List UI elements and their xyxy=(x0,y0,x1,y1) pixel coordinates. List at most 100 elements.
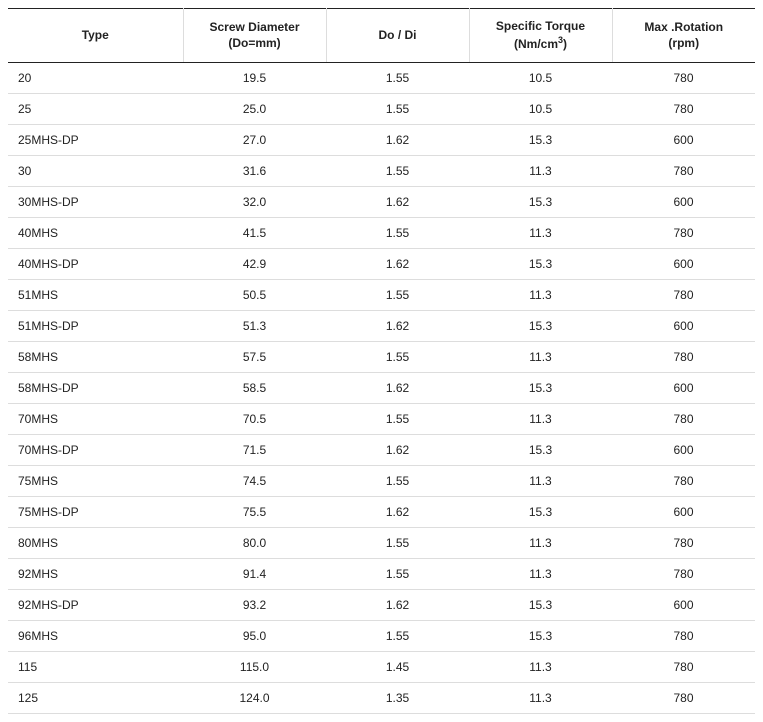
table-row: 58MHS57.51.5511.3780 xyxy=(8,342,755,373)
cell-diameter: 57.5 xyxy=(183,342,326,373)
cell-diameter: 80.0 xyxy=(183,528,326,559)
cell-ratio: 1.62 xyxy=(326,249,469,280)
cell-torque: 15.3 xyxy=(469,590,612,621)
cell-ratio: 1.55 xyxy=(326,466,469,497)
cell-ratio: 1.62 xyxy=(326,590,469,621)
table-row: 70MHS-DP71.51.6215.3600 xyxy=(8,435,755,466)
cell-torque: 11.3 xyxy=(469,156,612,187)
cell-torque: 15.3 xyxy=(469,249,612,280)
cell-type: 92MHS-DP xyxy=(8,590,183,621)
cell-type: 40MHS-DP xyxy=(8,249,183,280)
cell-ratio: 1.55 xyxy=(326,156,469,187)
table-row: 3031.61.5511.3780 xyxy=(8,156,755,187)
cell-rpm: 780 xyxy=(612,94,755,125)
cell-torque: 11.3 xyxy=(469,218,612,249)
cell-torque: 15.3 xyxy=(469,125,612,156)
cell-rpm: 600 xyxy=(612,373,755,404)
cell-diameter: 51.3 xyxy=(183,311,326,342)
cell-ratio: 1.35 xyxy=(326,683,469,714)
cell-rpm: 600 xyxy=(612,590,755,621)
cell-type: 58MHS xyxy=(8,342,183,373)
cell-rpm: 780 xyxy=(612,342,755,373)
cell-ratio: 1.55 xyxy=(326,559,469,590)
cell-diameter: 71.5 xyxy=(183,435,326,466)
cell-torque: 15.3 xyxy=(469,373,612,404)
cell-type: 92MHS xyxy=(8,559,183,590)
cell-rpm: 780 xyxy=(612,63,755,94)
cell-type: 20 xyxy=(8,63,183,94)
col-header-diameter: Screw Diameter(Do=mm) xyxy=(183,9,326,63)
cell-torque: 15.3 xyxy=(469,187,612,218)
cell-torque: 11.3 xyxy=(469,404,612,435)
table-row: 30MHS-DP32.01.6215.3600 xyxy=(8,187,755,218)
table-row: 25MHS-DP27.01.6215.3600 xyxy=(8,125,755,156)
cell-rpm: 780 xyxy=(612,218,755,249)
cell-type: 125 xyxy=(8,683,183,714)
cell-rpm: 600 xyxy=(612,311,755,342)
cell-torque: 11.3 xyxy=(469,559,612,590)
cell-rpm: 600 xyxy=(612,187,755,218)
cell-type: 58MHS-DP xyxy=(8,373,183,404)
table-row: 70MHS70.51.5511.3780 xyxy=(8,404,755,435)
cell-diameter: 115.0 xyxy=(183,652,326,683)
cell-diameter: 50.5 xyxy=(183,280,326,311)
cell-diameter: 58.5 xyxy=(183,373,326,404)
cell-ratio: 1.55 xyxy=(326,94,469,125)
table-row: 58MHS-DP58.51.6215.3600 xyxy=(8,373,755,404)
col-header-rpm: Max .Rotation(rpm) xyxy=(612,9,755,63)
cell-diameter: 93.2 xyxy=(183,590,326,621)
cell-rpm: 780 xyxy=(612,156,755,187)
cell-torque: 10.5 xyxy=(469,94,612,125)
cell-ratio: 1.55 xyxy=(326,342,469,373)
cell-torque: 15.3 xyxy=(469,311,612,342)
cell-ratio: 1.55 xyxy=(326,63,469,94)
cell-type: 30MHS-DP xyxy=(8,187,183,218)
cell-diameter: 75.5 xyxy=(183,497,326,528)
cell-rpm: 780 xyxy=(612,683,755,714)
cell-diameter: 95.0 xyxy=(183,621,326,652)
cell-diameter: 42.9 xyxy=(183,249,326,280)
table-row: 80MHS80.01.5511.3780 xyxy=(8,528,755,559)
cell-torque: 11.3 xyxy=(469,466,612,497)
cell-rpm: 780 xyxy=(612,621,755,652)
cell-type: 51MHS-DP xyxy=(8,311,183,342)
cell-ratio: 1.55 xyxy=(326,404,469,435)
table-row: 115115.01.4511.3780 xyxy=(8,652,755,683)
cell-type: 25MHS-DP xyxy=(8,125,183,156)
cell-diameter: 41.5 xyxy=(183,218,326,249)
cell-type: 51MHS xyxy=(8,280,183,311)
cell-diameter: 70.5 xyxy=(183,404,326,435)
cell-type: 30 xyxy=(8,156,183,187)
cell-ratio: 1.55 xyxy=(326,528,469,559)
cell-rpm: 600 xyxy=(612,435,755,466)
table-row: 75MHS74.51.5511.3780 xyxy=(8,466,755,497)
cell-torque: 11.3 xyxy=(469,342,612,373)
cell-torque: 15.3 xyxy=(469,621,612,652)
cell-diameter: 74.5 xyxy=(183,466,326,497)
cell-rpm: 780 xyxy=(612,559,755,590)
cell-torque: 15.3 xyxy=(469,435,612,466)
cell-type: 75MHS-DP xyxy=(8,497,183,528)
table-header: Type Screw Diameter(Do=mm) Do / Di Speci… xyxy=(8,9,755,63)
cell-rpm: 600 xyxy=(612,125,755,156)
cell-ratio: 1.55 xyxy=(326,218,469,249)
cell-ratio: 1.62 xyxy=(326,125,469,156)
cell-ratio: 1.62 xyxy=(326,311,469,342)
table-row: 51MHS-DP51.31.6215.3600 xyxy=(8,311,755,342)
cell-type: 115 xyxy=(8,652,183,683)
cell-type: 40MHS xyxy=(8,218,183,249)
cell-ratio: 1.55 xyxy=(326,280,469,311)
table-row: 40MHS41.51.5511.3780 xyxy=(8,218,755,249)
cell-type: 25 xyxy=(8,94,183,125)
cell-diameter: 32.0 xyxy=(183,187,326,218)
cell-ratio: 1.62 xyxy=(326,187,469,218)
header-row: Type Screw Diameter(Do=mm) Do / Di Speci… xyxy=(8,9,755,63)
cell-diameter: 27.0 xyxy=(183,125,326,156)
col-header-type: Type xyxy=(8,9,183,63)
table-row: 92MHS-DP93.21.6215.3600 xyxy=(8,590,755,621)
table-row: 40MHS-DP42.91.6215.3600 xyxy=(8,249,755,280)
cell-torque: 11.3 xyxy=(469,280,612,311)
col-header-torque: Specific Torque(Nm/cm3) xyxy=(469,9,612,63)
cell-diameter: 19.5 xyxy=(183,63,326,94)
col-header-ratio: Do / Di xyxy=(326,9,469,63)
